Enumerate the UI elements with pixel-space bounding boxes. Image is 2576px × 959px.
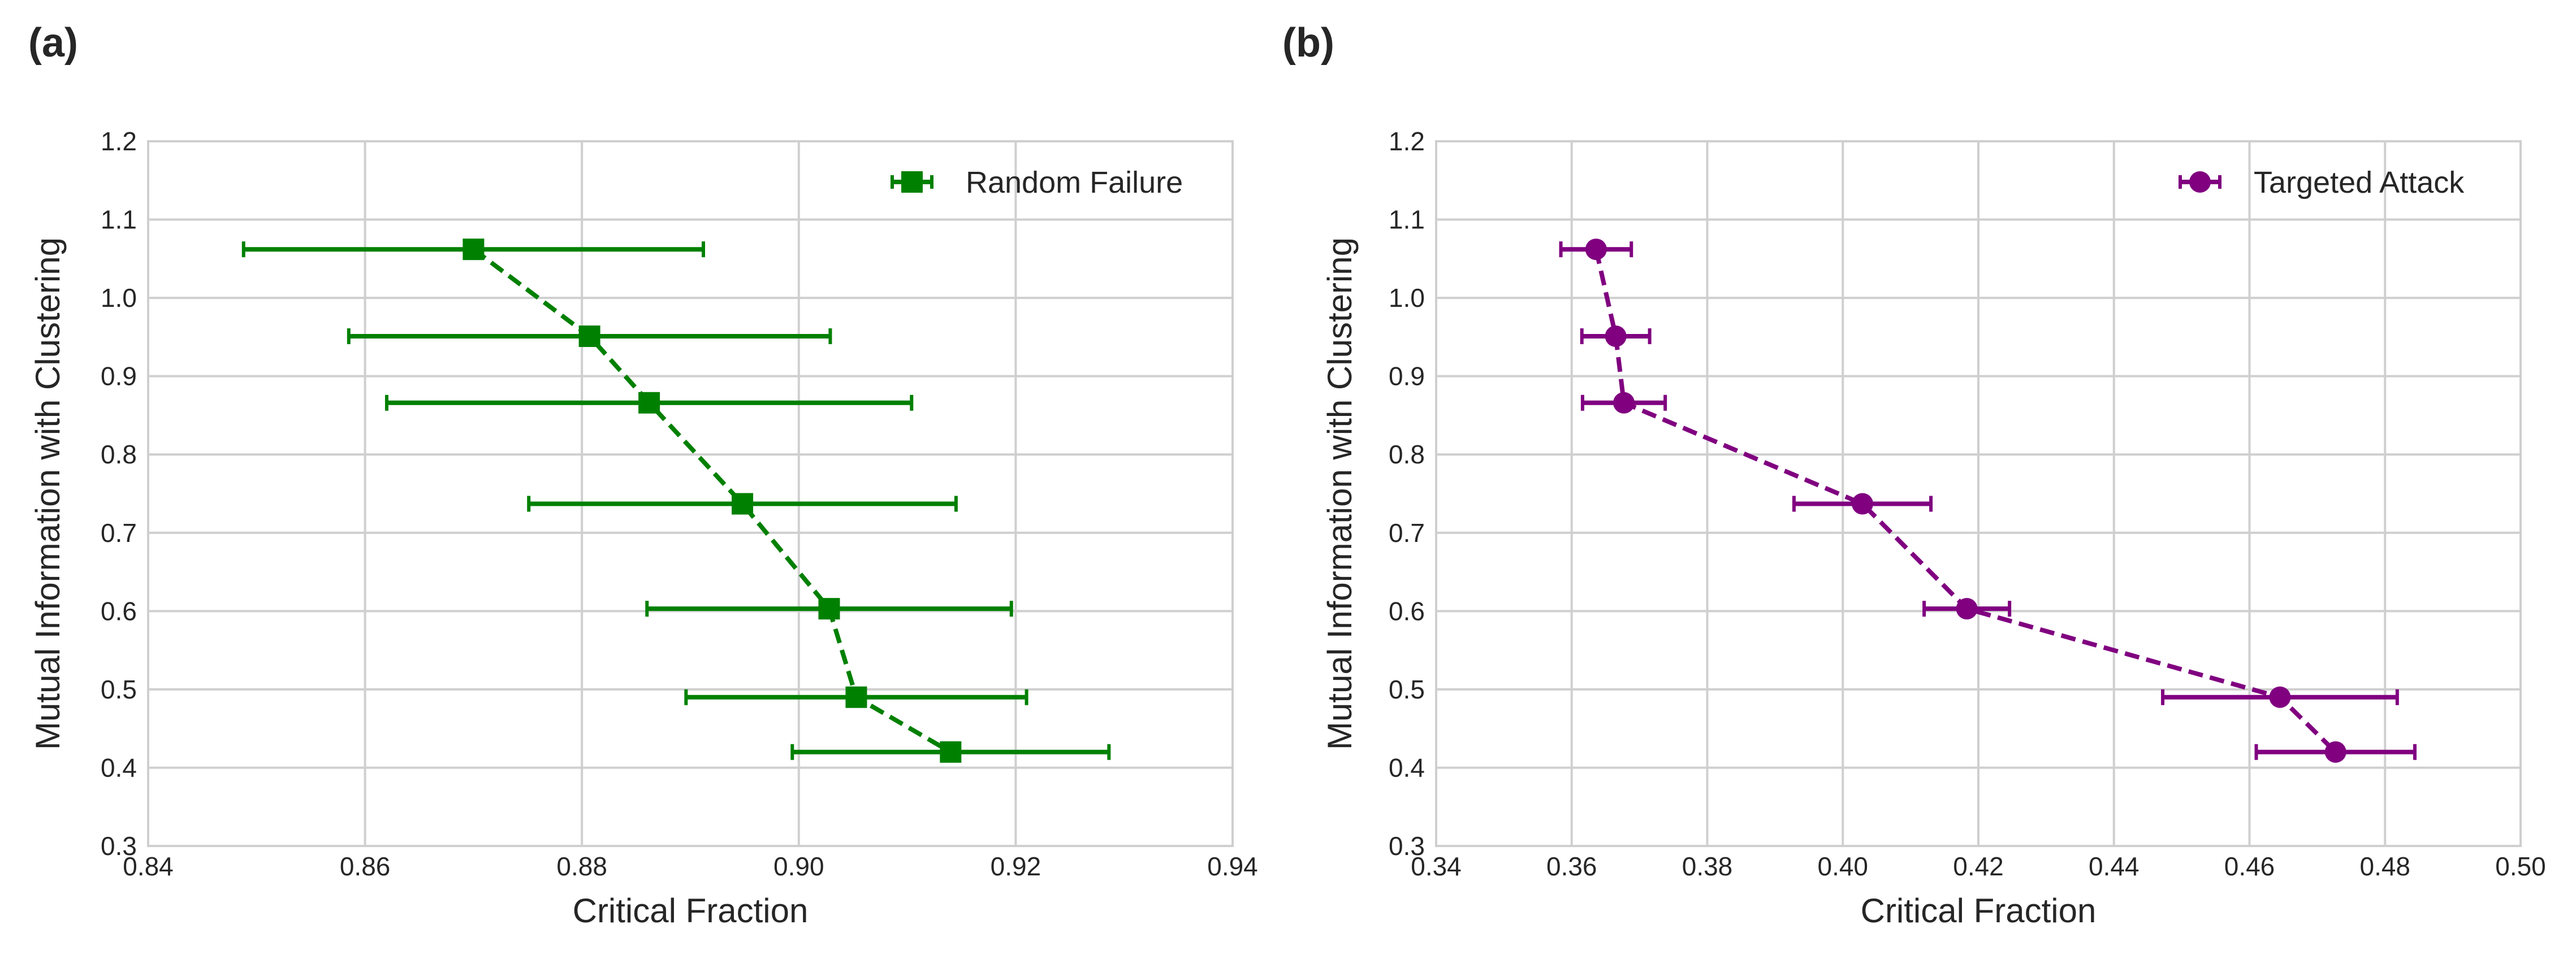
y-tick-label: 0.7 <box>1389 518 1425 548</box>
plot-frame <box>147 140 1234 847</box>
x-axis-label: Critical Fraction <box>573 892 809 930</box>
y-tick-label: 0.8 <box>1389 440 1425 469</box>
legend: Random Failure <box>891 166 1183 199</box>
y-tick-label: 0.4 <box>101 753 137 782</box>
panel-label: (b) <box>1282 20 1334 66</box>
x-tick-label: 0.50 <box>2495 852 2546 881</box>
y-tick-label: 0.4 <box>1389 753 1425 782</box>
x-tick-label: 0.36 <box>1546 852 1597 881</box>
data-point <box>1605 326 1627 348</box>
x-tick-label: 0.48 <box>2359 852 2410 881</box>
y-tick-label: 0.8 <box>101 440 137 469</box>
data-point <box>1585 238 1607 261</box>
y-tick-label: 0.5 <box>1389 675 1425 704</box>
y-tick-label: 0.3 <box>101 831 137 861</box>
y-tick-label: 0.3 <box>1389 831 1425 861</box>
legend-label: Random Failure <box>966 166 1183 199</box>
data-point <box>463 238 485 261</box>
data-point <box>638 392 660 414</box>
x-tick-label: 0.90 <box>773 852 824 881</box>
data-point <box>1956 598 1978 620</box>
plot-frame <box>1435 140 2522 847</box>
data-point <box>732 493 754 515</box>
x-tick-label: 0.44 <box>2089 852 2140 881</box>
x-tick-label: 0.34 <box>1411 852 1462 881</box>
y-tick-label: 0.6 <box>1389 596 1425 626</box>
y-tick-label: 1.1 <box>101 205 137 235</box>
panel-b-targeted-attack: (b) 0.34 0.36 0.38 0.40 0.42 0.44 0.46 0.48 0.50 0… <box>1282 20 2546 930</box>
y-tick-label: 0.9 <box>101 362 137 391</box>
series-line <box>472 248 952 754</box>
data-point <box>578 326 600 348</box>
y-tick-label: 0.5 <box>101 675 137 704</box>
data-point <box>1852 493 1874 515</box>
x-tick-label: 0.42 <box>1953 852 2004 881</box>
y-tick-label: 0.9 <box>1389 362 1425 391</box>
x-tick-label: 0.40 <box>1817 852 1868 881</box>
y-axis-label: Mutual Information with Clustering <box>29 237 67 750</box>
y-tick-label: 0.7 <box>101 518 137 548</box>
y-tick-label: 1.0 <box>1389 283 1425 313</box>
x-tick-label: 0.46 <box>2224 852 2275 881</box>
data-point <box>2269 686 2291 708</box>
x-tick-label: 0.86 <box>340 852 391 881</box>
legend-marker <box>2189 171 2211 193</box>
x-tick-label: 0.88 <box>556 852 607 881</box>
data-point <box>818 598 840 620</box>
data-point <box>845 686 867 708</box>
data-point <box>2324 741 2346 763</box>
panel-a-random-failure: (a) 0.84 0.86 0.88 0.90 0.92 0.94 0.3 0.4 0.5 0.6 0… <box>28 20 1258 930</box>
y-tick-label: 1.0 <box>101 283 137 313</box>
y-axis-label: Mutual Information with Clustering <box>1321 237 1359 750</box>
legend-label: Targeted Attack <box>2254 166 2465 199</box>
legend-marker <box>901 171 923 193</box>
x-tick-label: 0.84 <box>123 852 174 881</box>
y-tick-label: 1.2 <box>1389 127 1425 156</box>
panel-label: (a) <box>28 20 78 66</box>
data-point <box>1613 392 1635 414</box>
y-tick-label: 1.1 <box>1389 205 1425 235</box>
data-point <box>940 741 962 763</box>
x-axis-label: Critical Fraction <box>1861 892 2097 930</box>
y-tick-label: 0.6 <box>101 596 137 626</box>
x-tick-label: 0.92 <box>991 852 1041 881</box>
x-tick-label: 0.38 <box>1682 852 1733 881</box>
legend: Targeted Attack <box>2179 166 2465 199</box>
x-tick-label: 0.94 <box>1207 852 1258 881</box>
y-tick-label: 1.2 <box>101 127 137 156</box>
